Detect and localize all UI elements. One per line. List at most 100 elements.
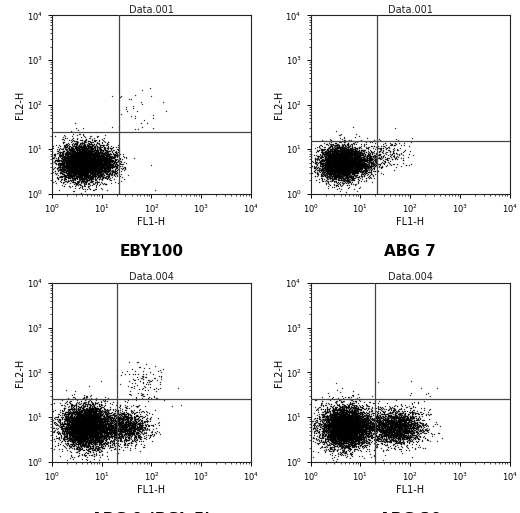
Point — [342, 155, 350, 163]
Point — [343, 423, 352, 431]
Point — [325, 164, 333, 172]
Point — [335, 428, 344, 437]
Point — [324, 150, 332, 158]
Point — [382, 405, 391, 413]
Point — [334, 172, 342, 181]
Point — [365, 426, 373, 435]
Point — [378, 429, 386, 438]
Point — [82, 422, 90, 430]
Point — [337, 181, 346, 189]
Point — [322, 171, 330, 179]
Point — [76, 428, 84, 436]
Point — [352, 158, 360, 166]
Point — [69, 166, 77, 174]
Point — [97, 155, 106, 163]
Point — [102, 159, 111, 167]
Point — [104, 163, 112, 171]
Point — [322, 156, 330, 165]
Point — [343, 154, 352, 163]
Point — [61, 149, 70, 157]
Point — [343, 160, 352, 168]
Point — [72, 166, 80, 174]
Point — [410, 409, 419, 418]
Point — [127, 418, 135, 426]
Point — [415, 408, 424, 417]
Point — [103, 140, 111, 148]
Point — [338, 398, 346, 406]
Point — [74, 149, 82, 157]
Point — [96, 434, 104, 442]
Point — [334, 175, 342, 184]
Point — [65, 416, 73, 424]
Point — [341, 155, 349, 164]
Point — [74, 452, 83, 460]
Point — [95, 167, 103, 175]
Point — [340, 424, 348, 432]
Point — [90, 164, 99, 172]
Point — [342, 153, 350, 162]
Point — [416, 432, 424, 441]
Point — [331, 422, 340, 430]
Point — [379, 152, 387, 160]
Point — [75, 161, 84, 169]
Point — [380, 427, 388, 436]
Point — [72, 421, 81, 429]
Point — [341, 160, 349, 168]
Point — [82, 433, 90, 442]
Point — [71, 418, 80, 426]
Point — [338, 415, 346, 423]
Point — [352, 422, 360, 430]
Point — [86, 420, 94, 428]
Point — [73, 165, 81, 173]
Point — [393, 413, 401, 421]
Point — [79, 446, 87, 454]
Point — [78, 422, 86, 430]
Point — [326, 413, 334, 422]
Point — [340, 164, 348, 172]
Point — [332, 406, 340, 414]
Point — [382, 426, 390, 435]
Point — [412, 413, 420, 422]
Point — [344, 413, 353, 422]
Point — [140, 412, 149, 420]
Point — [352, 431, 360, 440]
Point — [61, 425, 69, 433]
Point — [160, 396, 168, 404]
Point — [332, 431, 340, 439]
Point — [56, 452, 64, 460]
Point — [93, 413, 101, 422]
Point — [60, 415, 68, 423]
Point — [341, 414, 349, 422]
Point — [97, 418, 106, 426]
Point — [347, 157, 356, 165]
Point — [347, 429, 355, 438]
Point — [95, 420, 103, 428]
Point — [132, 393, 140, 401]
Point — [337, 164, 345, 172]
Point — [81, 416, 89, 424]
Point — [98, 423, 106, 431]
Point — [323, 177, 331, 186]
Point — [333, 439, 341, 447]
Point — [334, 429, 342, 438]
Point — [66, 153, 74, 162]
Point — [365, 159, 373, 167]
Point — [86, 409, 95, 418]
Point — [78, 163, 86, 171]
Point — [96, 432, 105, 440]
Point — [332, 157, 340, 165]
Point — [94, 157, 102, 166]
Point — [410, 417, 418, 425]
Point — [82, 426, 90, 434]
Point — [73, 411, 81, 420]
Point — [334, 417, 342, 425]
Point — [349, 437, 358, 445]
Point — [339, 436, 347, 444]
Point — [126, 412, 134, 421]
Point — [86, 155, 94, 164]
Point — [307, 437, 315, 445]
Point — [89, 416, 98, 424]
Point — [69, 154, 77, 162]
Point — [334, 156, 343, 165]
Point — [64, 155, 72, 164]
